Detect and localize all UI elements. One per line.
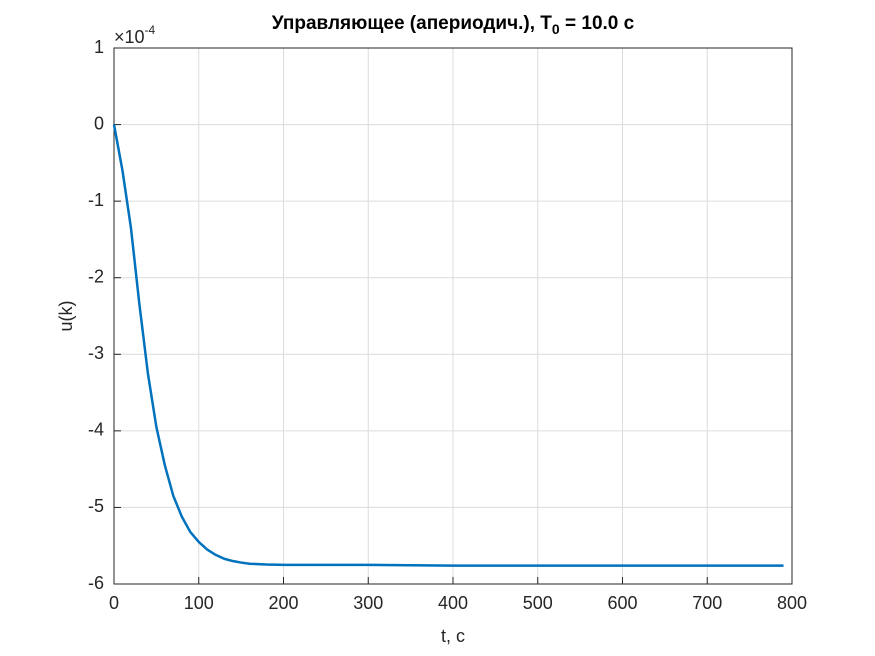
data-line (112, 124, 784, 567)
title-rest: = 10.0 с (560, 13, 635, 34)
title-main: Управляющее (апериодич.), T (272, 13, 553, 34)
y-tick-label: -5 (88, 496, 104, 516)
exponent-power: -4 (145, 23, 156, 37)
y-tick-label: -6 (88, 573, 104, 593)
x-tick-label: 400 (438, 593, 468, 613)
x-tick-label: 700 (692, 593, 722, 613)
y-tick-label: 0 (94, 113, 104, 133)
x-tick-label: 100 (184, 593, 214, 613)
y-exponent: ×10-4 (114, 23, 156, 47)
x-tick-label: 600 (607, 593, 637, 613)
title-subscript: 0 (552, 21, 560, 37)
chart-title: Управляющее (апериодич.), T0 = 10.0 с (272, 13, 635, 37)
x-tick-label: 500 (523, 593, 553, 613)
x-tick-label: 0 (109, 593, 119, 613)
y-axis-label: u(k) (56, 301, 76, 332)
plot-frame (113, 47, 793, 585)
x-tick-label: 800 (777, 593, 807, 613)
y-tick-label: -4 (88, 420, 104, 440)
y-tick-label: -2 (88, 266, 104, 286)
y-tick-label: 1 (94, 37, 104, 57)
y-tick-label: -1 (88, 190, 104, 210)
x-tick-label: 200 (268, 593, 298, 613)
x-axis-label: t, c (441, 626, 465, 646)
exponent-base: ×10 (114, 27, 145, 47)
x-tick-label: 300 (353, 593, 383, 613)
y-tick-label: -3 (88, 343, 104, 363)
